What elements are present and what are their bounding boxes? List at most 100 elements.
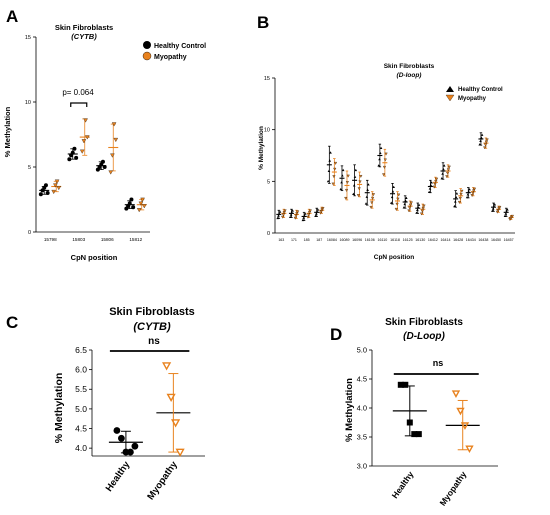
healthy-point bbox=[277, 212, 281, 215]
healthy-point bbox=[402, 206, 406, 209]
healthy-point bbox=[326, 179, 330, 183]
myopathy-point bbox=[358, 180, 362, 184]
healthy-point bbox=[131, 205, 136, 210]
healthy-point bbox=[416, 205, 420, 209]
myopathy-point bbox=[460, 189, 464, 193]
healthy-point bbox=[113, 427, 121, 434]
panel-a-legend-healthy: Healthy Control bbox=[154, 43, 206, 50]
myopathy-point bbox=[370, 201, 374, 205]
myopathy-point bbox=[384, 152, 388, 156]
healthy-point bbox=[290, 211, 294, 214]
panel-b: B Skin Fibroblasts (D-loop) % Methylatio… bbox=[257, 13, 515, 261]
panel-a-annotation: p= 0.064 bbox=[62, 88, 94, 97]
healthy-point bbox=[417, 203, 421, 206]
legend-myopathy-marker bbox=[142, 51, 152, 61]
myopathy-point bbox=[357, 187, 361, 191]
x-tick-label: 16457 bbox=[504, 238, 514, 242]
myopathy-point bbox=[111, 122, 117, 127]
x-tick-label: Myopathy bbox=[437, 469, 468, 507]
x-tick-label: 15806 bbox=[101, 237, 114, 242]
x-tick-label: 16118 bbox=[390, 238, 400, 242]
myopathy-point bbox=[308, 209, 312, 213]
myopathy-point bbox=[345, 181, 349, 184]
x-tick-label: 16434 bbox=[466, 238, 476, 242]
myopathy-point bbox=[472, 189, 476, 193]
healthy-point bbox=[70, 150, 75, 155]
myopathy-point bbox=[307, 213, 311, 217]
myopathy-point bbox=[369, 206, 373, 209]
myopathy-point bbox=[451, 390, 461, 398]
healthy-point bbox=[405, 196, 408, 199]
healthy-point bbox=[411, 431, 418, 438]
significance-bracket bbox=[70, 102, 88, 107]
healthy-point bbox=[378, 151, 382, 155]
myopathy-point bbox=[446, 168, 450, 172]
healthy-point bbox=[402, 381, 409, 388]
healthy-point bbox=[288, 215, 292, 219]
x-tick-label: 16089 bbox=[339, 238, 349, 242]
myopathy-point bbox=[459, 193, 463, 196]
myopathy-point bbox=[81, 139, 87, 144]
panel-b-xlabel: CpN position bbox=[374, 254, 414, 261]
healthy-point bbox=[406, 419, 413, 426]
x-tick-label: 16110 bbox=[378, 238, 388, 242]
healthy-point bbox=[397, 381, 404, 388]
myopathy-point bbox=[175, 448, 185, 457]
healthy-point bbox=[491, 207, 495, 210]
myopathy-point bbox=[371, 196, 375, 200]
panel-a-legend-myopathy: Myopathy bbox=[154, 54, 187, 61]
healthy-point bbox=[390, 201, 393, 204]
myopathy-point bbox=[435, 177, 439, 181]
healthy-point bbox=[364, 202, 368, 205]
healthy-point bbox=[278, 210, 282, 213]
y-tick-label: 10 bbox=[264, 128, 270, 134]
myopathy-point bbox=[85, 135, 90, 140]
healthy-point bbox=[453, 204, 456, 208]
healthy-point bbox=[118, 434, 125, 442]
legend-myopathy-marker bbox=[445, 94, 455, 102]
myopathy-point bbox=[307, 211, 312, 215]
panel-d-annotation: ns bbox=[433, 358, 444, 368]
healthy-point bbox=[441, 172, 444, 175]
healthy-point bbox=[276, 216, 279, 220]
myopathy-point bbox=[110, 153, 115, 158]
healthy-point bbox=[378, 157, 381, 161]
myopathy-point bbox=[471, 191, 475, 195]
myopathy-point bbox=[447, 165, 451, 169]
myopathy-point bbox=[422, 204, 426, 208]
healthy-point bbox=[366, 188, 369, 192]
healthy-point bbox=[503, 214, 507, 218]
healthy-point bbox=[390, 195, 394, 199]
myopathy-point bbox=[433, 182, 437, 186]
x-tick-label: 16106 bbox=[365, 238, 375, 242]
myopathy-point bbox=[142, 204, 147, 209]
myopathy-point bbox=[332, 175, 336, 179]
myopathy-point bbox=[346, 174, 350, 178]
healthy-point bbox=[316, 208, 320, 211]
healthy-point bbox=[468, 187, 471, 191]
panel-a-title: Skin Fibroblasts bbox=[55, 23, 113, 32]
myopathy-point bbox=[345, 189, 349, 192]
myopathy-point bbox=[79, 149, 85, 154]
healthy-point bbox=[277, 214, 280, 217]
x-tick-label: 16428 bbox=[453, 238, 463, 242]
myopathy-point bbox=[485, 138, 489, 142]
healthy-point bbox=[505, 210, 508, 213]
x-tick-label: 16450 bbox=[491, 238, 501, 242]
myopathy-point bbox=[294, 214, 298, 218]
healthy-point bbox=[379, 146, 383, 150]
healthy-point bbox=[442, 167, 445, 171]
myopathy-point bbox=[382, 173, 386, 177]
healthy-point bbox=[377, 164, 380, 167]
healthy-point bbox=[455, 192, 459, 195]
x-tick-label: 187 bbox=[316, 238, 322, 242]
myopathy-point bbox=[296, 210, 300, 214]
myopathy-point bbox=[382, 165, 387, 169]
panel-a-legend: Healthy Control Myopathy bbox=[142, 41, 206, 61]
myopathy-point bbox=[445, 175, 449, 179]
healthy-point bbox=[341, 174, 344, 177]
healthy-point bbox=[392, 185, 395, 188]
x-tick-label: 15812 bbox=[129, 237, 142, 242]
healthy-point bbox=[289, 213, 293, 216]
myopathy-point bbox=[333, 161, 338, 165]
